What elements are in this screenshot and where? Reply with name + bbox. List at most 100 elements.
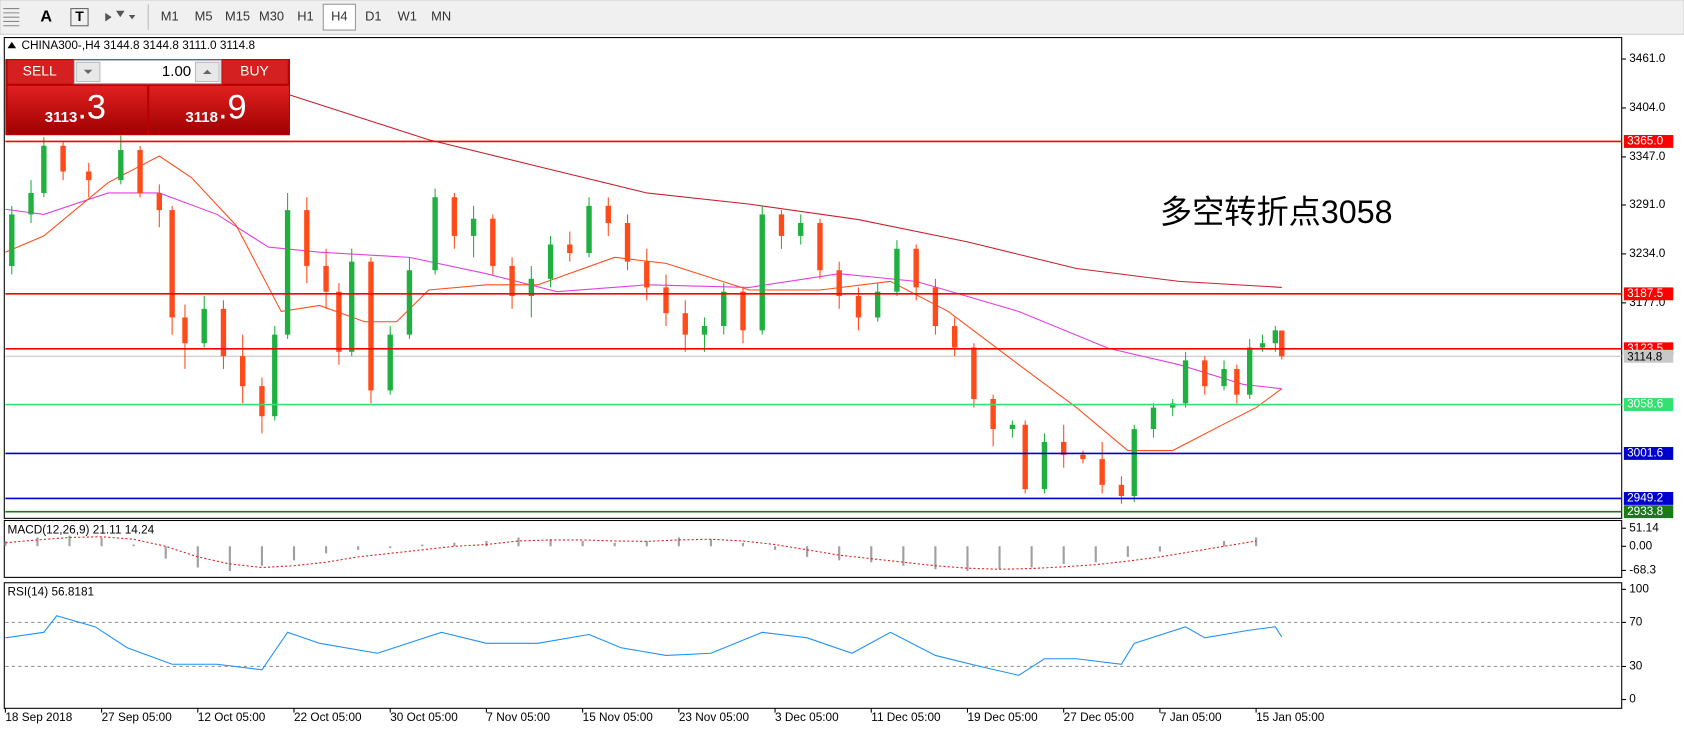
timeframe-button[interactable] bbox=[425, 4, 458, 31]
candle-body bbox=[336, 291, 342, 352]
candle-body bbox=[528, 278, 535, 296]
x-tick-label: 11 Dec 05:00 bbox=[871, 710, 941, 724]
candle-body bbox=[663, 287, 669, 314]
up-arrow bbox=[202, 69, 212, 75]
candle-body bbox=[874, 291, 881, 318]
candle-body bbox=[990, 399, 996, 430]
last-price-label: 3114.8 bbox=[1627, 349, 1663, 363]
candle-body bbox=[586, 205, 592, 254]
y-tick-label: 0.00 bbox=[1629, 538, 1652, 552]
sell-price-pips[interactable]: .3 bbox=[77, 89, 106, 127]
plot-area bbox=[5, 615, 1622, 676]
candle-body bbox=[1202, 360, 1208, 387]
timeframe-button[interactable] bbox=[391, 4, 424, 31]
timeframe-label[interactable]: MN bbox=[431, 9, 451, 24]
candle-body bbox=[156, 192, 162, 211]
volume[interactable]: 1.00 bbox=[162, 63, 191, 80]
candle-body bbox=[1080, 454, 1086, 460]
collapse-arrow[interactable] bbox=[7, 41, 17, 49]
timeframe-label[interactable]: H4 bbox=[331, 9, 347, 24]
timeframe-button[interactable] bbox=[187, 4, 220, 31]
candle-body bbox=[971, 347, 977, 400]
candle-body bbox=[28, 192, 34, 215]
timeframe-label[interactable]: D1 bbox=[365, 9, 381, 24]
plot-area bbox=[5, 93, 1622, 504]
candle-body bbox=[1061, 441, 1067, 455]
x-tick-label: 22 Oct 05:00 bbox=[294, 710, 362, 724]
candle-body bbox=[323, 265, 329, 292]
candle-body bbox=[387, 334, 393, 391]
level-label: 3001.6 bbox=[1627, 446, 1664, 460]
shapes-tool[interactable] bbox=[105, 10, 136, 22]
timeframe-label[interactable]: M1 bbox=[161, 9, 179, 24]
candle-body bbox=[284, 210, 291, 335]
candle-body bbox=[951, 326, 958, 348]
x-tick-label: 27 Dec 05:00 bbox=[1064, 710, 1135, 724]
candle-body bbox=[451, 197, 458, 236]
timeframe-label[interactable]: M5 bbox=[195, 9, 213, 24]
candle-body bbox=[272, 334, 278, 417]
plot-area bbox=[4, 535, 1258, 572]
down-arrow bbox=[83, 69, 93, 75]
sell-label[interactable]: SELL bbox=[23, 63, 57, 79]
candle-body bbox=[1170, 403, 1176, 408]
candle-body bbox=[682, 313, 688, 335]
candle-body bbox=[644, 261, 650, 288]
x-tick-label: 7 Nov 05:00 bbox=[486, 710, 550, 724]
buy-price-main[interactable]: 3118 bbox=[185, 109, 218, 126]
timeframe-label[interactable]: M15 bbox=[225, 9, 250, 24]
timeframe-button[interactable] bbox=[322, 3, 357, 31]
candle-body bbox=[169, 210, 175, 318]
candle-body bbox=[759, 214, 765, 331]
candle-body bbox=[1247, 347, 1253, 395]
timeframe-button[interactable] bbox=[357, 4, 390, 31]
timeframe-button[interactable] bbox=[153, 4, 186, 31]
buy-price-pips[interactable]: .9 bbox=[218, 89, 247, 127]
candle-body bbox=[1131, 429, 1137, 497]
annotation: 多空转折点3058 bbox=[1160, 194, 1393, 230]
text-tool[interactable]: A bbox=[40, 7, 52, 25]
macd-title: MACD(12,26,9) 21.11 14.24 bbox=[8, 522, 155, 536]
candle-body bbox=[470, 218, 477, 236]
buy-label[interactable]: BUY bbox=[240, 63, 269, 79]
macd-signal bbox=[5, 536, 1257, 570]
rsi-title: RSI(14) 56.8181 bbox=[8, 585, 95, 599]
x-tick-label: 7 Jan 05:00 bbox=[1160, 710, 1222, 724]
candle-body bbox=[624, 223, 631, 262]
level-label: 3187.5 bbox=[1627, 286, 1664, 300]
x-tick-label: 15 Jan 05:00 bbox=[1256, 710, 1325, 724]
timeframe-label[interactable]: W1 bbox=[398, 9, 417, 24]
buy-price-box[interactable] bbox=[149, 85, 289, 135]
candle-body bbox=[1099, 459, 1105, 485]
candle-body bbox=[220, 308, 227, 357]
candle-body bbox=[894, 248, 900, 292]
main-panel bbox=[3, 37, 1623, 519]
candle-body bbox=[490, 218, 496, 266]
volume-box[interactable] bbox=[73, 59, 222, 85]
level-label-box bbox=[1623, 447, 1674, 460]
candle-body bbox=[509, 265, 515, 296]
sell-price-main[interactable]: 3113 bbox=[45, 109, 78, 126]
y-tick-label: 0 bbox=[1629, 692, 1636, 706]
label-tool[interactable]: T bbox=[75, 8, 84, 24]
sell-price-box[interactable] bbox=[7, 85, 148, 135]
rsi-panel bbox=[3, 582, 1623, 709]
candle-body bbox=[406, 270, 413, 335]
timeframe-button[interactable] bbox=[255, 4, 288, 31]
candle-body bbox=[798, 223, 804, 236]
timeframe-button[interactable] bbox=[289, 4, 322, 31]
level-label: 2949.2 bbox=[1627, 491, 1663, 505]
candle-body bbox=[240, 356, 246, 387]
timeframe-label[interactable]: M30 bbox=[259, 9, 284, 24]
candle-body bbox=[1221, 368, 1227, 387]
timeframe-label[interactable]: H1 bbox=[297, 9, 313, 24]
timeframe-button[interactable] bbox=[221, 4, 254, 31]
buy-button[interactable] bbox=[222, 60, 288, 84]
level-label-box bbox=[1623, 287, 1674, 301]
level-label-box bbox=[1623, 492, 1674, 505]
level-label-box bbox=[1623, 398, 1674, 411]
grip-icon bbox=[3, 8, 20, 27]
y-tick-label: -68.3 bbox=[1629, 563, 1656, 577]
sell-button[interactable] bbox=[7, 60, 74, 84]
level-label: 2933.8 bbox=[1627, 504, 1664, 518]
